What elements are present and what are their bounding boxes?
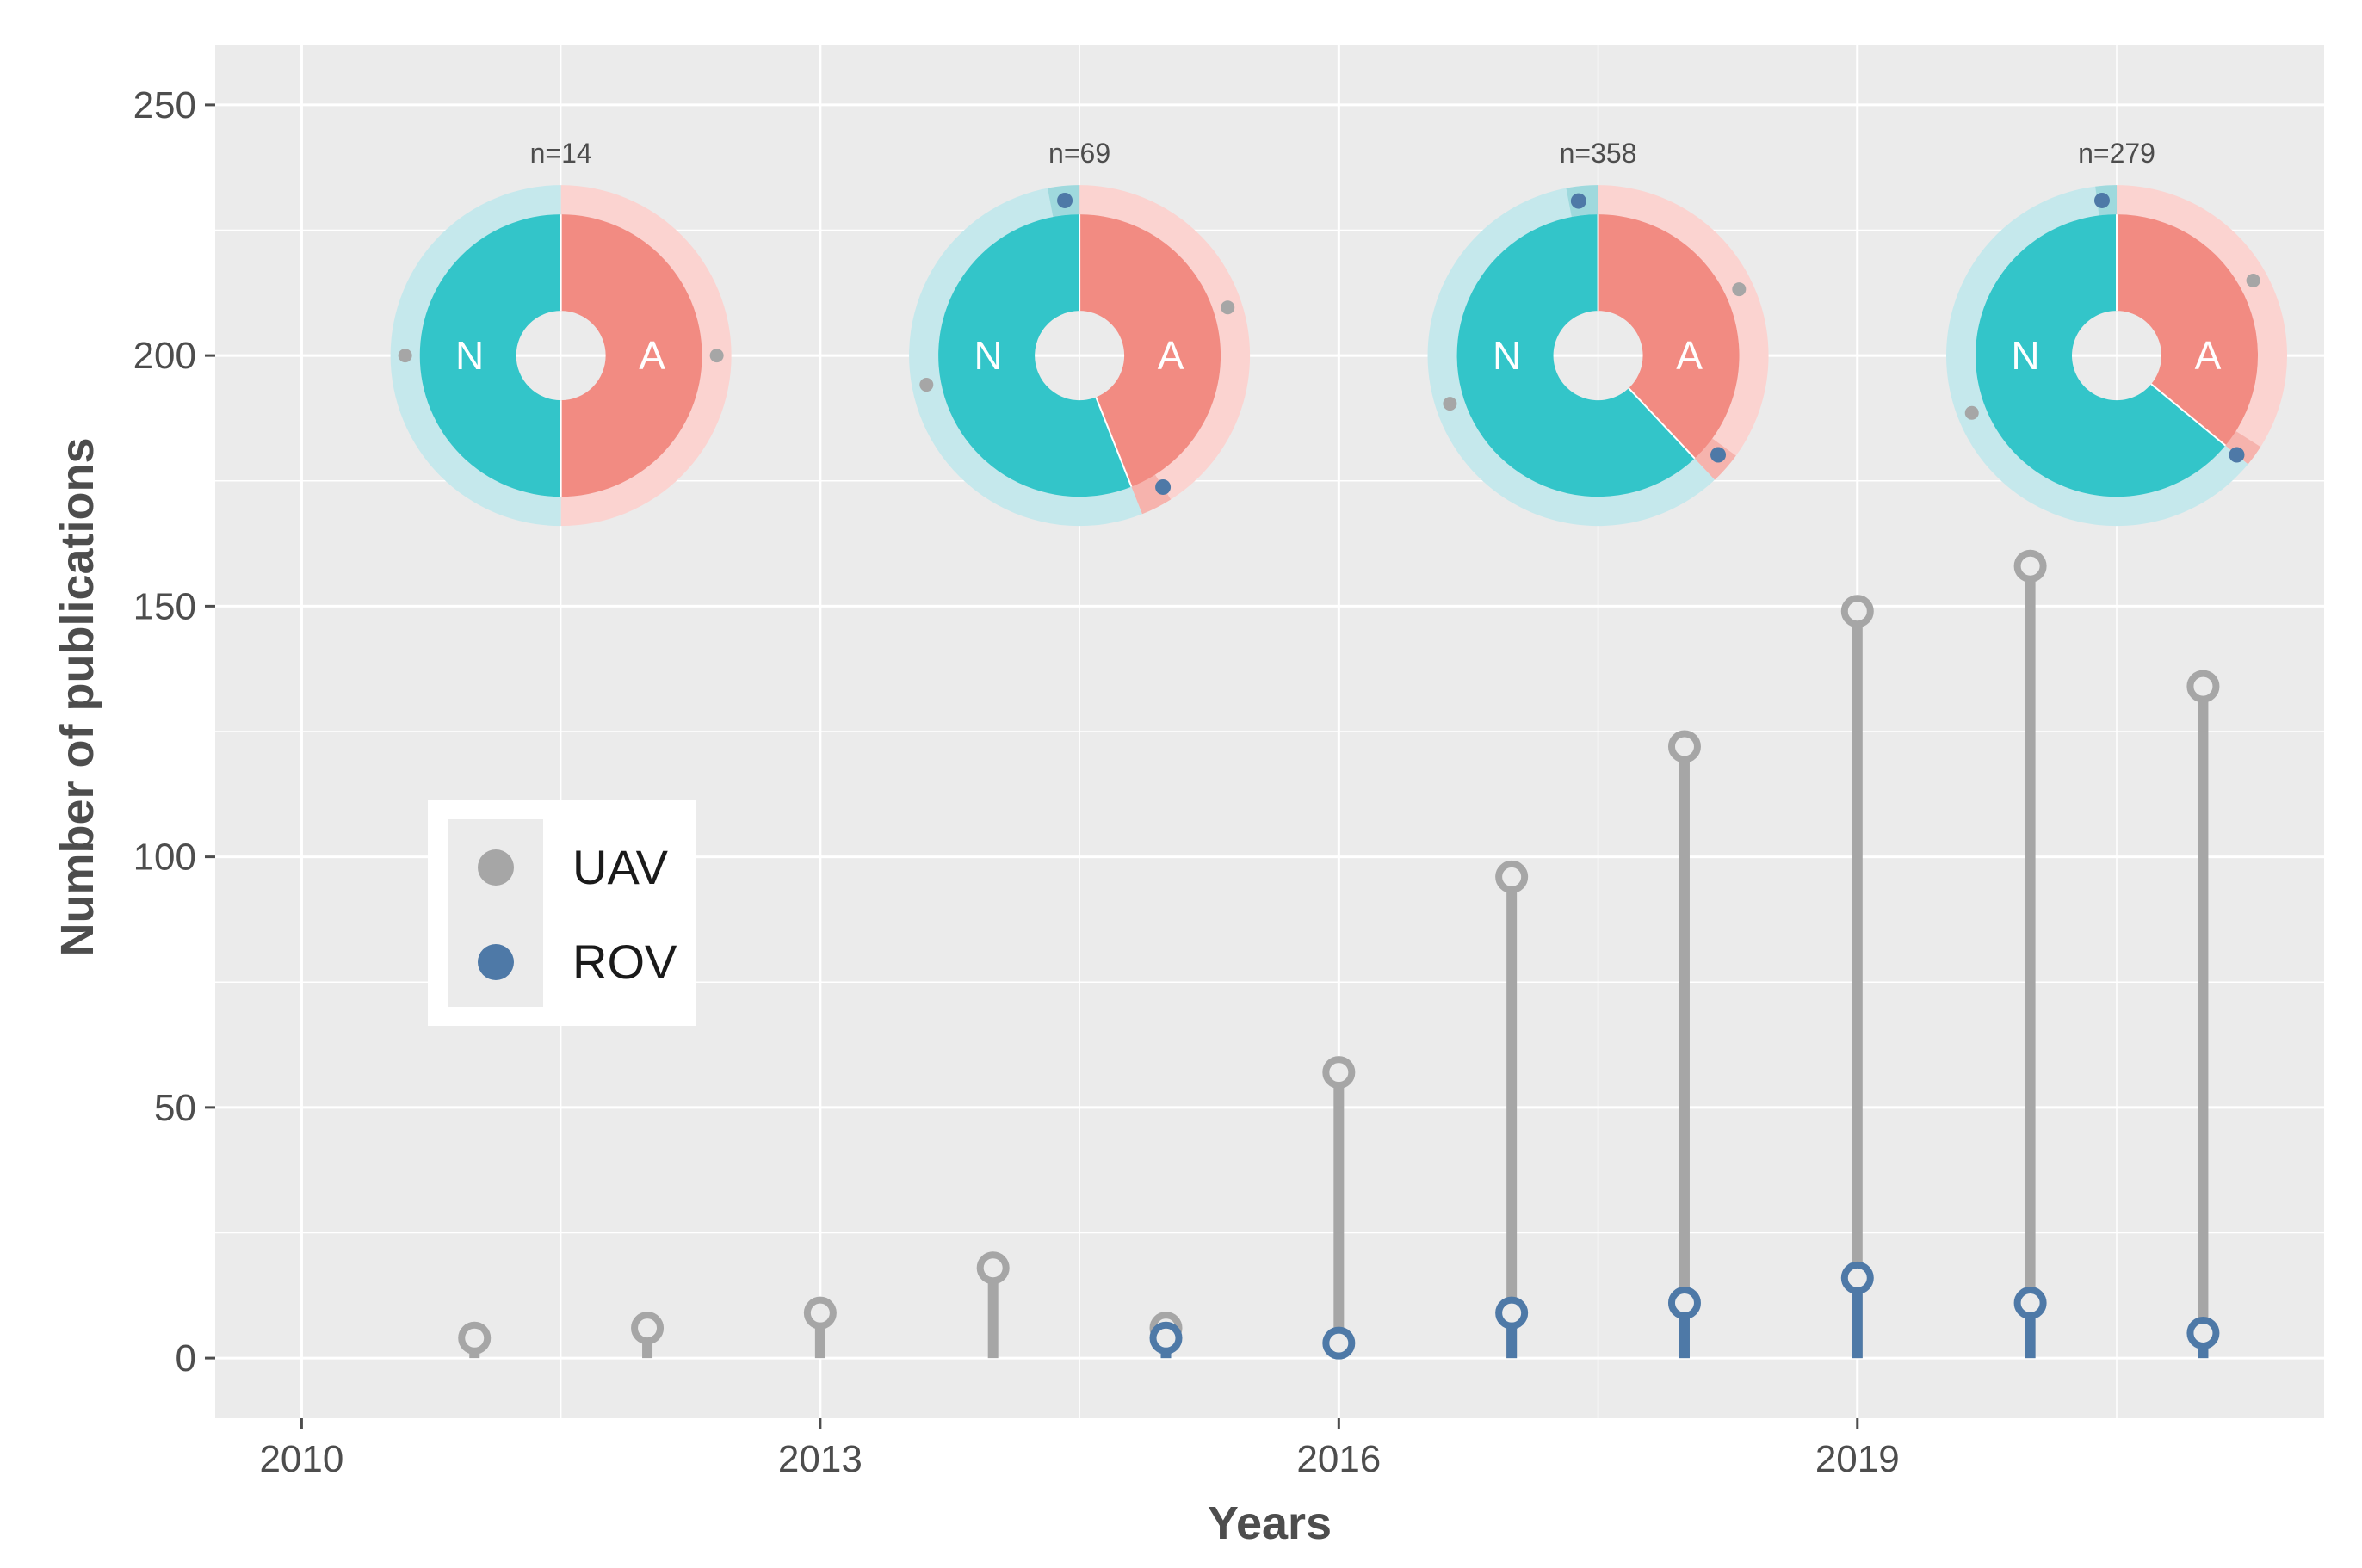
- donut-rov-dot: [2093, 192, 2110, 208]
- x-tick-label: 2016: [1296, 1438, 1381, 1480]
- uav-point: [803, 1296, 837, 1330]
- rov-point: [2186, 1316, 2220, 1349]
- donut-uav-dot: [1732, 282, 1747, 297]
- donut-letter-n: N: [1493, 333, 1521, 378]
- legend-label-rov: ROV: [572, 935, 677, 989]
- y-tick-label: 200: [133, 335, 196, 377]
- donut-uav-dot: [1443, 397, 1457, 411]
- donut-outer-n: [1946, 185, 2248, 527]
- legend: UAV ROV: [428, 800, 696, 1026]
- donut-letter-n: N: [455, 333, 484, 378]
- donut-divider: [1628, 387, 1696, 460]
- donut-uav-dot: [1964, 405, 1979, 420]
- uav-point: [2186, 670, 2220, 703]
- donut-letter-a: A: [2195, 333, 2222, 378]
- donut-outer-a: [1079, 185, 1251, 515]
- donut-letter-a: A: [639, 333, 665, 378]
- rov-point: [1322, 1326, 1356, 1360]
- y-axis-title: Number of publications: [52, 437, 103, 956]
- y-tick-label: 100: [133, 836, 196, 879]
- x-tick-label: 2019: [1815, 1438, 1900, 1480]
- donut-inner-a: [1079, 214, 1221, 487]
- donut-count-label: n=14: [530, 138, 592, 169]
- donut-outer-a: [560, 185, 732, 527]
- donut-1: N An=14: [390, 138, 732, 527]
- donut-count-label: n=279: [2078, 138, 2155, 169]
- y-tick-label: 0: [176, 1337, 196, 1380]
- donut-uav-dot: [919, 378, 934, 392]
- donut-uav-dot: [1221, 300, 1235, 315]
- uav-point: [631, 1312, 665, 1345]
- donut-inner-a: [560, 214, 702, 497]
- y-tick-label: 50: [154, 1087, 196, 1129]
- donut-inner-a: [1598, 214, 1740, 459]
- donut-uav-dot: [398, 349, 412, 363]
- donut-4: N An=279: [1946, 138, 2288, 527]
- donut-outer-n: [909, 185, 1142, 527]
- donut-2: N An=69: [909, 138, 1251, 527]
- x-tick-label: 2010: [259, 1438, 343, 1480]
- donut-rov-dot: [2229, 447, 2245, 463]
- uav-point: [458, 1321, 492, 1355]
- donut-rov-dot: [1057, 192, 1073, 208]
- donut-inner-n: [938, 214, 1132, 497]
- donut-divider: [2150, 383, 2227, 447]
- donut-letter-a: A: [1158, 333, 1184, 378]
- donut-count-label: n=69: [1048, 138, 1110, 169]
- rov-point: [1149, 1321, 1183, 1355]
- uav-point: [1322, 1056, 1356, 1090]
- y-tick-label: 250: [133, 84, 196, 127]
- donut-outer-n: [390, 185, 561, 527]
- donut-count-label: n=358: [1560, 138, 1637, 169]
- rov-point: [1495, 1296, 1529, 1330]
- donut-outer-n: [1427, 185, 1716, 527]
- donut-3: N An=358: [1427, 138, 1769, 527]
- donut-inner-a: [2117, 214, 2259, 446]
- donut-rov-dot: [1710, 447, 1727, 463]
- donut-inner-n: [1456, 214, 1695, 497]
- donut-letter-a: A: [1676, 333, 1703, 378]
- donut-outer-rov-a: [2225, 431, 2261, 465]
- uav-point: [1495, 860, 1529, 893]
- rov-point: [2013, 1287, 2047, 1320]
- x-tick-labels: 2010 2013 2016 2019: [259, 1418, 1900, 1480]
- donut-inner-n: [419, 214, 561, 497]
- donut-outer-a: [1598, 185, 1769, 480]
- uav-point: [2013, 549, 2047, 583]
- donut-letter-n: N: [2011, 333, 2039, 378]
- legend-key-rov: [478, 944, 514, 980]
- uav-point: [1840, 595, 1874, 628]
- rov-point: [1840, 1261, 1874, 1294]
- x-tick-label: 2013: [778, 1438, 863, 1480]
- y-tick-label: 150: [133, 585, 196, 627]
- donut-rov-dot: [1570, 193, 1586, 209]
- donut-outer-a: [2117, 185, 2288, 465]
- rov-point: [1667, 1287, 1701, 1320]
- donut-rov-dot: [1155, 478, 1172, 495]
- donut-insets: N An=14 N An=69 N An=358 N An=279: [390, 138, 2288, 527]
- donut-uav-dot: [709, 349, 724, 363]
- x-axis-title: Years: [1208, 1497, 1332, 1549]
- donut-uav-dot: [2246, 273, 2260, 287]
- lollipop-stems: [458, 549, 2220, 1360]
- uav-point: [976, 1251, 1010, 1285]
- legend-key-uav: [478, 849, 514, 886]
- donut-divider: [1095, 397, 1133, 487]
- uav-point: [1667, 730, 1701, 763]
- donut-inner-n: [1976, 214, 2226, 497]
- legend-label-uav: UAV: [572, 840, 669, 894]
- donut-letter-n: N: [974, 333, 1002, 378]
- y-tick-labels: 0 50 100 150 200 250: [133, 84, 215, 1380]
